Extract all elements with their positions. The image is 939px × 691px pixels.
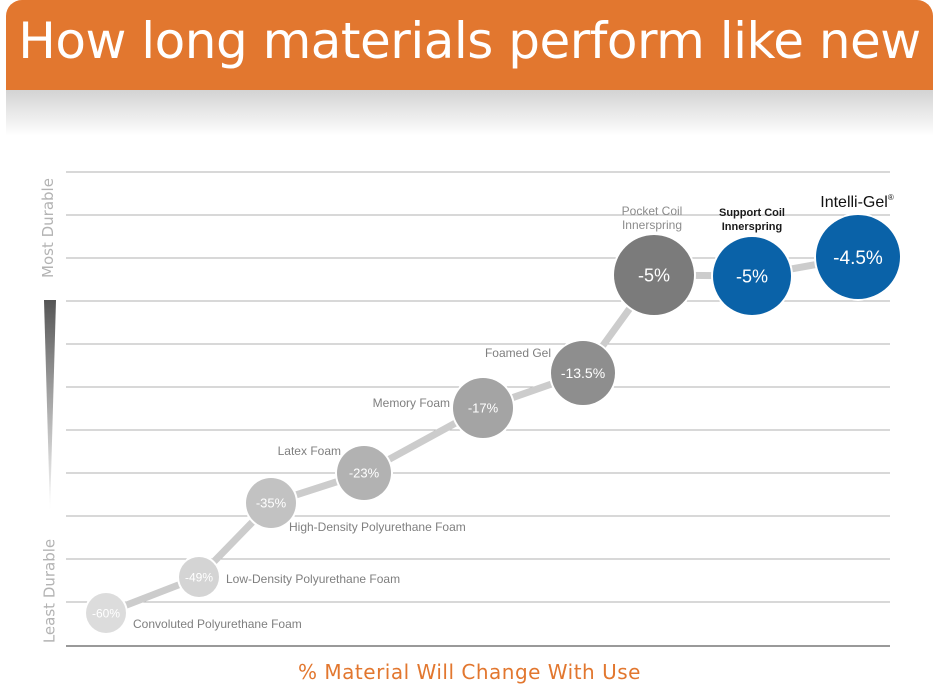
category-label: High-Density Polyurethane Foam <box>289 520 466 534</box>
data-label: -17% <box>468 401 499 416</box>
data-point-marker <box>551 341 615 405</box>
data-point-marker <box>713 237 791 315</box>
y-label-bottom: Least Durable <box>40 538 59 644</box>
data-point-marker <box>86 593 126 633</box>
banner-shadow <box>6 90 933 136</box>
data-point-marker <box>179 557 219 597</box>
data-point-marker <box>337 446 391 500</box>
category-label: Intelli-Gel® <box>820 193 894 211</box>
data-label: -23% <box>349 466 380 481</box>
category-label: Support Coil Innerspring <box>719 207 785 233</box>
category-label: Low-Density Polyurethane Foam <box>226 572 400 586</box>
data-label: -5% <box>736 266 768 286</box>
x-axis-label: % Material Will Change With Use <box>298 660 641 684</box>
y-label-top: Most Durable <box>39 178 57 278</box>
data-label: -4.5% <box>833 248 883 269</box>
page-title: How long materials perform like new <box>18 12 921 70</box>
data-points: -60% -49% -35% -23% -17% -13.5% -5% -5% -4.5% <box>84 213 902 635</box>
data-point-marker <box>614 235 694 315</box>
data-label: -5% <box>638 265 670 285</box>
data-label: -60% <box>92 606 120 620</box>
durability-gradient-arrow <box>44 300 56 512</box>
category-label: Pocket Coil Innerspring <box>622 204 683 232</box>
category-label: Memory Foam <box>373 396 450 410</box>
category-label: Latex Foam <box>278 444 341 458</box>
data-label: -13.5% <box>561 365 605 381</box>
title-banner: How long materials perform like new <box>6 0 933 90</box>
category-label: Convoluted Polyurethane Foam <box>133 617 302 631</box>
data-point-marker <box>816 215 900 299</box>
data-point-marker <box>246 478 296 528</box>
data-label: -35% <box>256 496 287 511</box>
category-label: Foamed Gel <box>485 346 551 360</box>
data-point-marker <box>453 378 513 438</box>
category-labels: Convoluted Polyurethane Foam Low-Density … <box>133 193 894 631</box>
data-label: -49% <box>185 570 213 584</box>
